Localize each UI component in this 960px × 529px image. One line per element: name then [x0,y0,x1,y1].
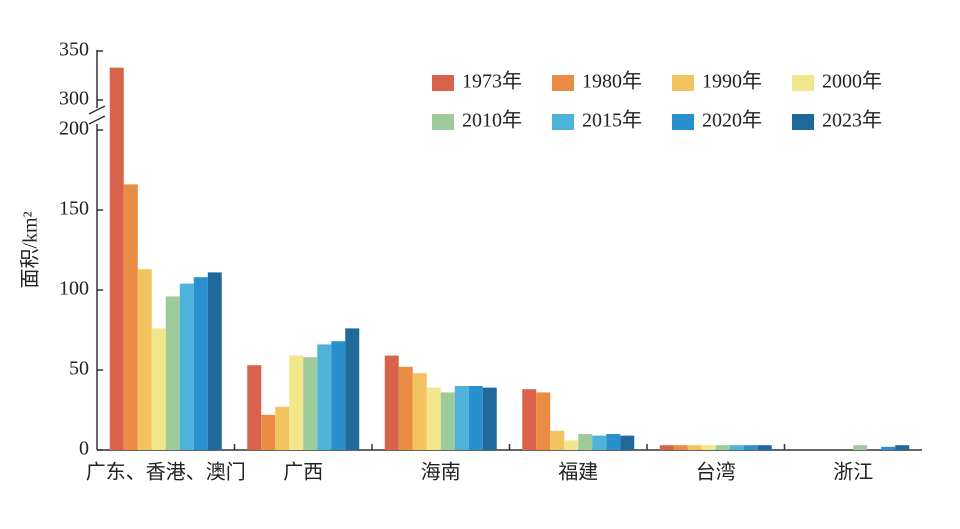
y-tick-label: 350 [59,39,89,61]
bar [659,445,674,450]
bar [743,445,758,450]
bar [454,386,469,450]
legend-label: 2010年 [462,109,522,132]
axis-break [88,105,106,115]
y-tick-label: 150 [59,198,89,220]
legend-label: 2020年 [702,109,762,132]
bar [578,434,593,450]
bar [345,328,360,450]
bar [275,406,290,450]
bar [440,392,455,450]
bar [536,392,551,450]
bar [412,373,427,450]
bar [317,344,332,450]
legend-label: 2023年 [822,109,882,132]
y-axis-label: 面积/km² [19,211,42,288]
bar [853,445,868,450]
bar [620,435,635,450]
bar [895,445,910,450]
axis-break [88,115,106,125]
x-tick-label: 台湾 [696,461,736,484]
bar [165,296,180,450]
x-tick-label: 海南 [421,461,461,484]
bar [564,440,579,450]
bar [522,389,537,450]
bar [606,434,621,450]
bar [303,357,318,450]
y-tick-label: 200 [59,118,89,140]
y-tick-label: 50 [69,358,89,380]
bar [398,366,413,450]
bar [687,445,702,450]
legend-label: 1990年 [702,70,762,93]
bar [426,387,441,450]
y-tick-label: 300 [59,88,89,110]
legend-swatch [432,114,454,130]
bar [123,184,138,450]
bar [729,445,744,450]
x-tick-label: 广西 [283,461,323,484]
bar [757,445,772,450]
y-tick-label: 100 [59,278,89,300]
bar [207,272,222,450]
bar [468,386,483,450]
legend-swatch [432,75,454,91]
legend-swatch [552,114,574,130]
bar [701,445,716,450]
x-tick-label: 福建 [558,461,598,484]
bar [592,435,607,450]
legend-label: 2000年 [822,70,882,93]
legend-swatch [552,75,574,91]
bar [881,446,896,450]
bar [289,355,304,450]
bar [673,445,688,450]
legend-swatch [792,114,814,130]
y-tick-label: 0 [79,438,89,460]
legend-swatch [792,75,814,91]
legend-label: 1980年 [582,70,642,93]
bar [550,430,565,450]
bar [151,328,166,450]
bar [261,414,276,450]
legend-label: 2015年 [582,109,642,132]
bar [482,387,497,450]
legend-swatch [672,114,694,130]
bar [193,277,208,450]
x-tick-label: 浙江 [833,461,873,484]
bar [384,355,399,450]
legend-swatch [672,75,694,91]
legend-label: 1973年 [462,70,522,93]
x-tick-label: 广东、香港、澳门 [86,461,246,484]
bar [179,283,194,450]
bar [137,269,152,450]
bar [109,67,124,450]
bar [247,365,262,450]
bar [331,341,346,450]
bar [715,445,730,450]
